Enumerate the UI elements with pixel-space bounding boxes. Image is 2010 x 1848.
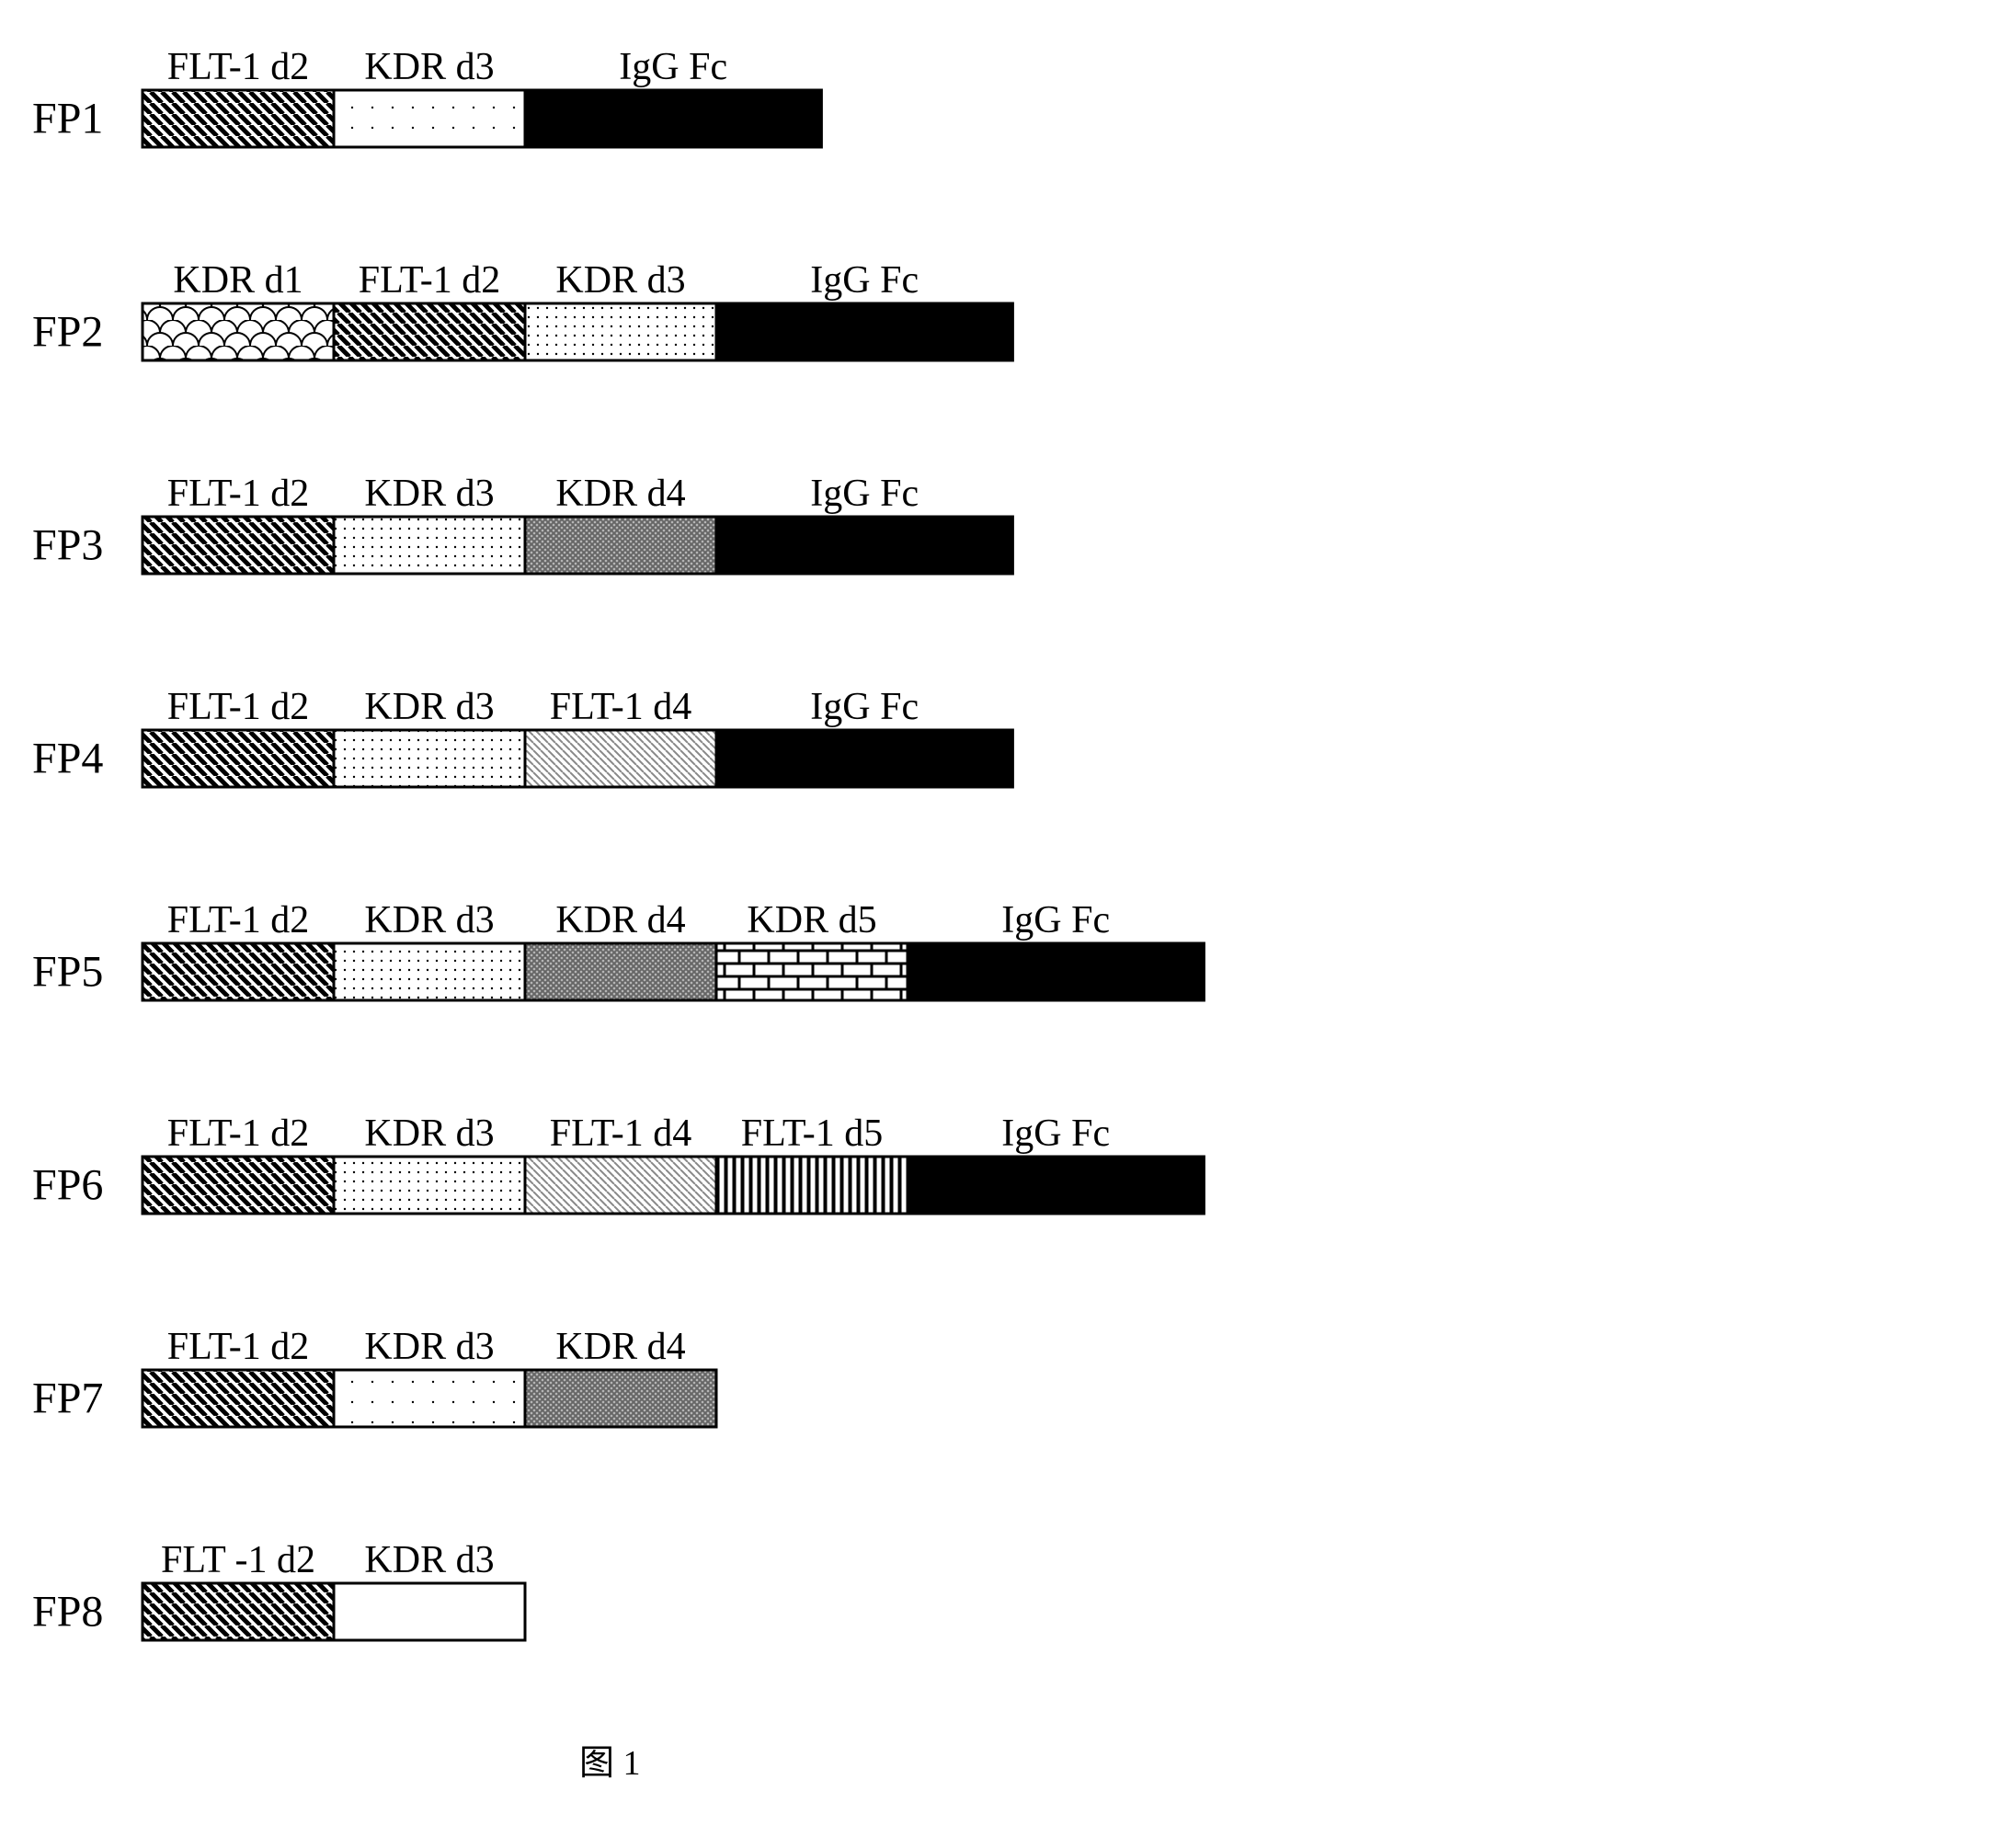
row-label: FP7 <box>32 1375 103 1423</box>
segment-label: KDR d3 <box>364 686 494 728</box>
segment-label: KDR d3 <box>364 473 494 515</box>
segment-flt-1-d2 <box>143 730 334 787</box>
segment-flt-1-d5 <box>716 1157 908 1214</box>
segment-kdr-d3 <box>334 517 525 574</box>
segment-kdr-d3 <box>334 1583 525 1640</box>
segment-kdr-d5 <box>716 943 908 1000</box>
segment-label: FLT-1 d2 <box>167 46 309 88</box>
segment-label: IgG Fc <box>1001 1112 1110 1155</box>
segment-flt-1-d4 <box>525 1157 716 1214</box>
segment-kdr-d3 <box>525 303 716 360</box>
segment-label: IgG Fc <box>810 686 919 728</box>
row-label: FP8 <box>32 1588 103 1637</box>
segment-label: FLT-1 d2 <box>167 1112 309 1155</box>
segment-kdr-d3 <box>334 1370 525 1427</box>
segment-flt-1-d2 <box>143 1370 334 1427</box>
segment-igg-fc <box>908 943 1204 1000</box>
segment-kdr-d3 <box>334 90 525 147</box>
segment-kdr-d3 <box>334 730 525 787</box>
segment-label: FLT -1 d2 <box>161 1539 315 1581</box>
segment-label: KDR d3 <box>364 1539 494 1581</box>
segment-label: KDR d4 <box>555 899 685 941</box>
segment-label: KDR d3 <box>555 259 685 302</box>
segment-label: KDR d4 <box>555 473 685 515</box>
segment-label: FLT-1 d2 <box>167 686 309 728</box>
segment-label: KDR d4 <box>555 1326 685 1368</box>
segment-label: IgG Fc <box>619 46 727 88</box>
figure-caption: 图 1 <box>579 1744 641 1783</box>
row-label: FP3 <box>32 521 103 570</box>
segment-label: FLT-1 d4 <box>550 686 691 728</box>
segment-flt-1-d2 <box>143 517 334 574</box>
segment-label: KDR d3 <box>364 46 494 88</box>
segment-kdr-d3 <box>334 943 525 1000</box>
segment-flt-1-d2 <box>143 90 334 147</box>
segment-label: FLT-1 d5 <box>741 1112 883 1155</box>
segment-igg-fc <box>716 730 1012 787</box>
segment-label: KDR d1 <box>173 259 303 302</box>
segment-label: IgG Fc <box>810 259 919 302</box>
segment-igg-fc <box>716 303 1012 360</box>
segment-flt-1-d2 <box>334 303 525 360</box>
segment-label: KDR d5 <box>747 899 876 941</box>
segment-flt-1-d2 <box>143 943 334 1000</box>
segment-kdr-d4 <box>525 517 716 574</box>
segment-kdr-d4 <box>525 943 716 1000</box>
segment-label: FLT-1 d2 <box>167 1326 309 1368</box>
segment-label: FLT-1 d2 <box>167 473 309 515</box>
segment-label: FLT-1 d2 <box>359 259 500 302</box>
segment-label: FLT-1 d4 <box>550 1112 691 1155</box>
segment-label: IgG Fc <box>1001 899 1110 941</box>
segment-kdr-d3 <box>334 1157 525 1214</box>
segment-label: FLT-1 d2 <box>167 899 309 941</box>
segment-igg-fc <box>908 1157 1204 1214</box>
segment-kdr-d1 <box>143 303 334 360</box>
row-label: FP6 <box>32 1161 103 1210</box>
segment-igg-fc <box>716 517 1012 574</box>
segment-label: KDR d3 <box>364 1112 494 1155</box>
segment-flt--1-d2 <box>143 1583 334 1640</box>
segment-igg-fc <box>525 90 821 147</box>
segment-flt-1-d2 <box>143 1157 334 1214</box>
segment-label: KDR d3 <box>364 1326 494 1368</box>
row-label: FP1 <box>32 95 103 143</box>
segment-kdr-d4 <box>525 1370 716 1427</box>
row-label: FP4 <box>32 735 103 783</box>
row-label: FP5 <box>32 948 103 997</box>
segment-flt-1-d4 <box>525 730 716 787</box>
segment-label: KDR d3 <box>364 899 494 941</box>
segment-label: IgG Fc <box>810 473 919 515</box>
row-label: FP2 <box>32 308 103 357</box>
fusion-protein-diagram: FP1 FLT-1 d2 KDR d3 IgG Fc FP2 KDR d1 FLT-1 d2… <box>18 37 1992 1811</box>
